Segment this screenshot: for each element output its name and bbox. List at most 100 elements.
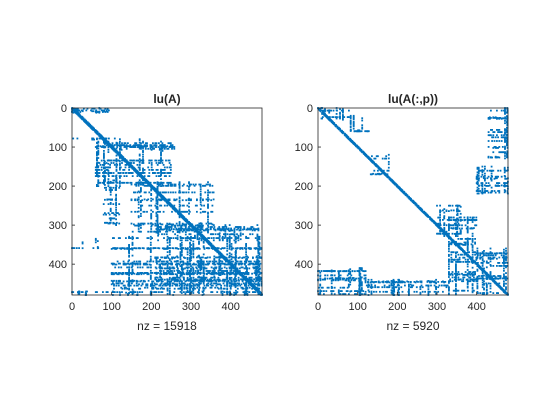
nonzero-mark [256,276,259,279]
nonzero-mark [150,215,153,217]
nonzero-mark [165,184,167,187]
nonzero-mark [120,286,123,289]
nonzero-mark [168,238,171,241]
nonzero-mark [168,159,171,162]
nonzero-mark [128,252,130,255]
nonzero-mark [217,276,220,279]
nonzero-mark [119,166,122,169]
nonzero-mark [224,256,227,259]
nonzero-mark [97,169,100,171]
nonzero-mark [72,137,75,140]
nonzero-mark [142,140,144,143]
nonzero-mark [158,159,160,162]
nonzero-mark [117,273,120,276]
nonzero-mark [122,181,125,184]
nonzero-mark [92,137,95,140]
nonzero-mark [128,292,130,294]
nonzero-mark [236,260,239,263]
nonzero-mark [167,257,170,259]
nonzero-mark [256,234,259,237]
nonzero-mark [220,290,223,293]
nonzero-mark [78,292,81,295]
nonzero-mark [122,247,125,250]
nonzero-mark [115,282,118,285]
nonzero-mark [142,172,145,174]
nonzero-mark [248,260,251,263]
nonzero-mark [123,142,126,145]
nonzero-mark [187,229,190,232]
nonzero-mark [146,184,148,187]
nonzero-mark [168,198,171,201]
nonzero-mark [106,169,109,171]
nonzero-mark [184,224,187,226]
nonzero-mark [147,147,150,150]
nonzero-mark [253,286,256,289]
nonzero-mark [144,181,147,184]
nonzero-mark [180,265,183,267]
nonzero-mark [198,224,201,227]
nonzero-mark [158,279,161,282]
nonzero-mark [120,282,123,285]
nonzero-mark [153,181,155,184]
nonzero-mark [229,292,231,295]
nonzero-mark [81,118,84,121]
nonzero-mark [109,144,111,146]
nonzero-mark [246,278,248,281]
nonzero-mark [199,208,202,210]
nonzero-mark [158,181,160,184]
nonzero-mark [207,183,209,186]
nonzero-mark [199,266,202,268]
nonzero-mark [142,141,144,144]
nonzero-mark [179,278,182,281]
nonzero-mark [223,280,226,283]
nonzero-mark [123,144,126,146]
nonzero-mark [147,237,150,239]
nonzero-mark [155,144,158,147]
nonzero-mark [131,243,134,245]
nonzero-mark [241,247,244,249]
nonzero-mark [137,230,140,233]
nonzero-mark [176,231,179,233]
nonzero-mark [215,272,218,274]
nonzero-mark [211,272,214,274]
nonzero-mark [185,248,188,250]
nonzero-mark [258,280,261,283]
nonzero-mark [230,283,233,286]
nonzero-mark [169,226,172,228]
nonzero-mark [200,278,203,281]
nonzero-mark [226,280,228,283]
nonzero-mark [129,146,132,148]
nonzero-mark [188,270,191,272]
nonzero-mark [149,159,152,162]
nonzero-mark [255,247,258,249]
nonzero-mark [128,287,130,290]
nonzero-mark [228,267,231,270]
nonzero-mark [250,278,253,281]
nonzero-mark [161,256,164,259]
nonzero-mark [206,247,208,249]
nonzero-mark [171,256,173,259]
nonzero-mark [127,292,129,295]
nonzero-mark [251,283,253,286]
nonzero-mark [198,240,200,243]
nonzero-mark [137,190,140,193]
nonzero-mark [228,262,231,265]
nonzero-mark [190,252,192,255]
nonzero-mark [238,226,241,228]
nonzero-mark [184,292,187,295]
nonzero-mark [225,263,227,266]
nonzero-mark [238,270,241,272]
nonzero-mark [110,198,112,201]
nonzero-mark [173,228,175,231]
nonzero-mark [173,184,176,187]
nonzero-mark [178,209,181,212]
nonzero-mark [190,278,192,281]
nonzero-mark [142,159,145,162]
nonzero-mark [225,267,228,270]
nonzero-mark [144,191,147,194]
nonzero-mark [97,144,100,147]
nonzero-mark [125,146,128,148]
nonzero-mark [161,263,164,266]
nonzero-mark [96,147,98,150]
nonzero-mark [103,175,105,177]
